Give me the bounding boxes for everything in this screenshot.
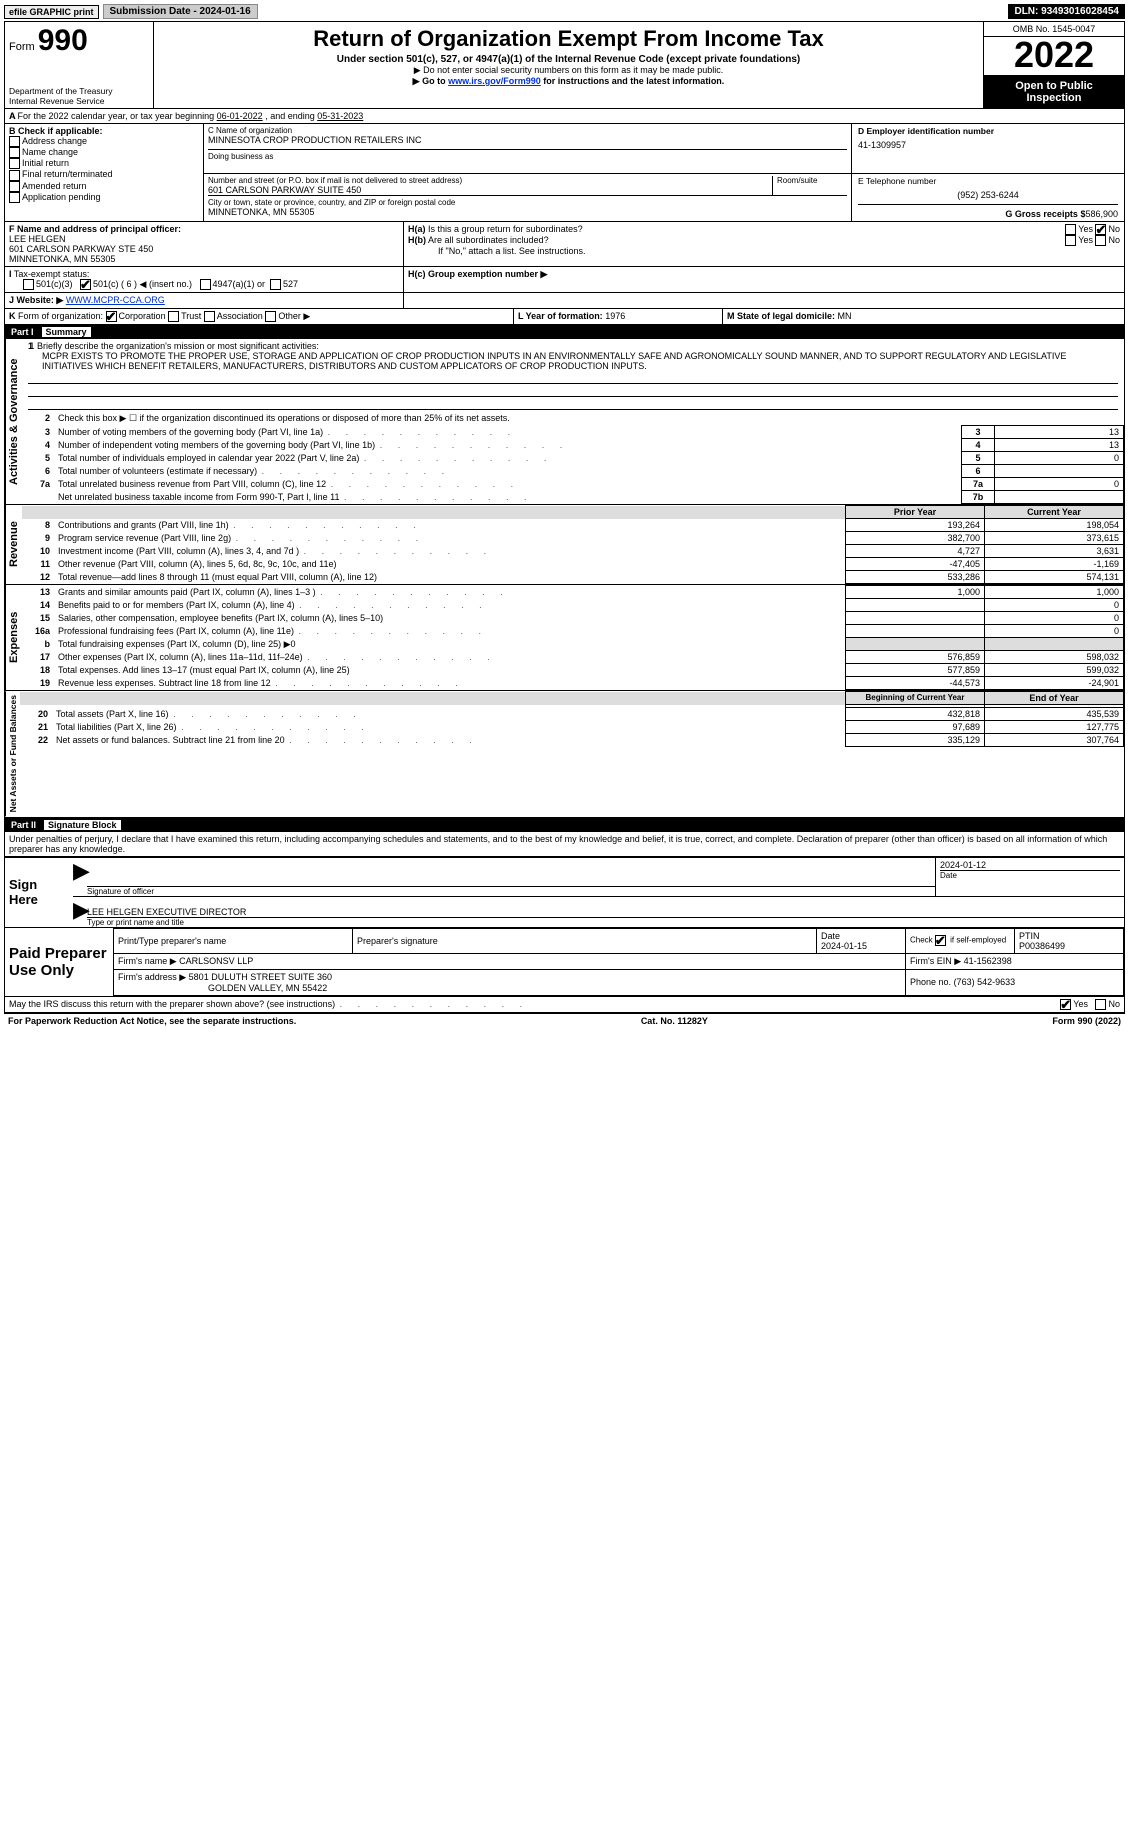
chk-501c[interactable] — [80, 279, 91, 290]
ha-no[interactable] — [1095, 224, 1106, 235]
gov-table: 2Check this box ▶ ☐ if the organization … — [22, 412, 1124, 504]
rev-table: Prior YearCurrent Year 8Contributions an… — [22, 505, 1124, 584]
section-i: I Tax-exempt status: 501(c)(3) 501(c) ( … — [5, 267, 404, 292]
hb-no[interactable] — [1095, 235, 1106, 246]
net-table: Beginning of Current YearEnd of Year 20T… — [20, 691, 1124, 747]
form-title: Return of Organization Exempt From Incom… — [160, 26, 977, 52]
ein-value: 41-1309957 — [858, 140, 1118, 150]
irs-link[interactable]: www.irs.gov/Form990 — [448, 76, 541, 86]
officer-name: LEE HELGEN EXECUTIVE DIRECTOR — [87, 897, 1124, 917]
discuss-yes[interactable] — [1060, 999, 1071, 1010]
chk-address: Address change — [9, 136, 199, 147]
header-right: OMB No. 1545-0047 2022 Open to Public In… — [983, 22, 1124, 108]
hb-yes[interactable] — [1065, 235, 1076, 246]
firm-name: CARLSONSV LLP — [179, 956, 253, 966]
section-f: F Name and address of principal officer:… — [5, 222, 404, 266]
chk-self-employed[interactable] — [935, 935, 946, 946]
submission-date-btn[interactable]: Submission Date - 2024-01-16 — [103, 4, 258, 19]
perjury-text: Under penalties of perjury, I declare th… — [5, 832, 1124, 857]
chk-pending: Application pending — [9, 192, 199, 203]
discuss-no[interactable] — [1095, 999, 1106, 1010]
section-k: K Form of organization: Corporation Trus… — [5, 309, 514, 324]
form-number: 990 — [38, 24, 88, 57]
website-link[interactable]: WWW.MCPR-CCA.ORG — [66, 295, 165, 305]
line1: 1 1 Briefly describe the organization's … — [22, 339, 1124, 412]
dln-label: DLN: 93493016028454 — [1008, 4, 1125, 19]
period-row: AA For the 2022 calendar year, or tax ye… — [5, 109, 1124, 124]
state-domicile: MN — [838, 311, 852, 321]
chk-name: Name change — [9, 147, 199, 158]
preparer-table: Print/Type preparer's name Preparer's si… — [113, 928, 1124, 996]
chk-corp[interactable] — [106, 311, 117, 322]
side-revenue: Revenue — [5, 505, 22, 584]
part-i-header: Part I Summary — [5, 325, 1124, 339]
section-hc: H(c) Group exemption number ▶ — [404, 267, 1124, 292]
chk-amended: Amended return — [9, 181, 199, 192]
firm-phone: (763) 542-9633 — [954, 977, 1016, 987]
efile-label: efile GRAPHIC print — [4, 5, 99, 19]
org-street: 601 CARLSON PARKWAY SUITE 450 — [208, 185, 772, 195]
header-mid: Return of Organization Exempt From Incom… — [154, 22, 983, 108]
side-expenses: Expenses — [5, 585, 22, 690]
sign-date: 2024-01-12 — [940, 860, 1120, 870]
org-city: MINNETONKA, MN 55305 — [208, 207, 847, 217]
side-governance: Activities & Governance — [5, 339, 22, 504]
sign-here-label: Sign Here — [5, 858, 73, 927]
part-ii-header: Part II Signature Block — [5, 818, 1124, 832]
discuss-text: May the IRS discuss this return with the… — [9, 999, 1060, 1010]
chk-final: Final return/terminated — [9, 169, 199, 180]
section-h: H(a) Is this a group return for subordin… — [404, 222, 1124, 266]
exp-table: 13Grants and similar amounts paid (Part … — [22, 585, 1124, 690]
org-name: MINNESOTA CROP PRODUCTION RETAILERS INC — [208, 135, 847, 145]
phone-value: (952) 253-6244 — [858, 190, 1118, 200]
header-left: Form 990 Department of the Treasury Inte… — [5, 22, 154, 108]
paid-preparer-label: Paid Preparer Use Only — [5, 928, 113, 996]
tax-year: 2022 — [984, 37, 1124, 76]
gross-receipts: 586,900 — [1085, 209, 1118, 219]
footer: For Paperwork Reduction Act Notice, see … — [4, 1014, 1125, 1028]
year-formation: 1976 — [605, 311, 625, 321]
section-b: B Check if applicable: Address change Na… — [5, 124, 204, 221]
ha-yes[interactable] — [1065, 224, 1076, 235]
firm-ein: 41-1562398 — [964, 956, 1012, 966]
side-netassets: Net Assets or Fund Balances — [5, 691, 20, 816]
chk-initial: Initial return — [9, 158, 199, 169]
